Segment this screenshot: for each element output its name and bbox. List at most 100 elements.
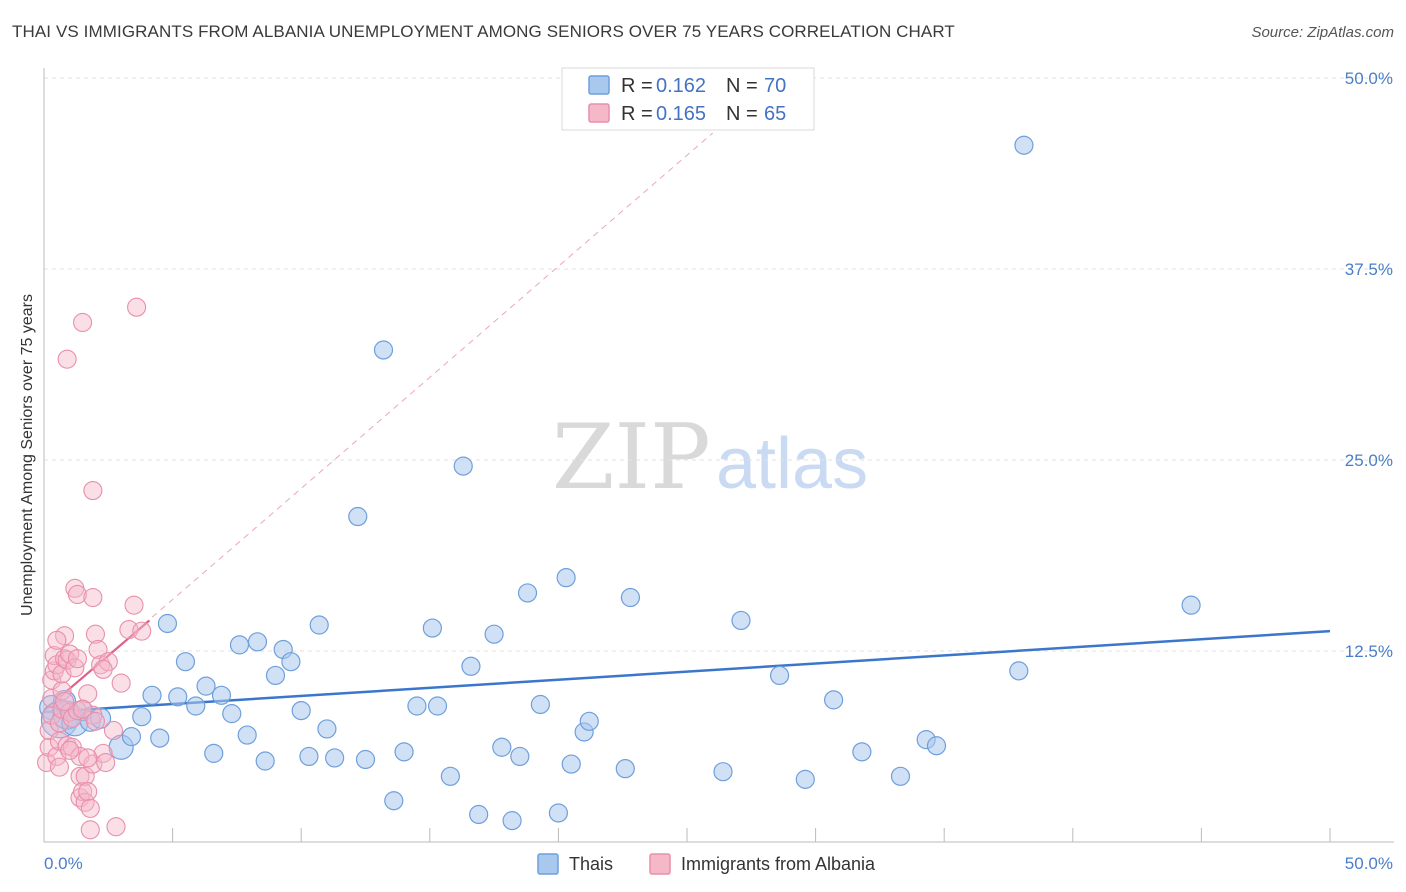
chart-title: THAI VS IMMIGRANTS FROM ALBANIA UNEMPLOY… (12, 22, 955, 41)
x-tick-label-0: 0.0% (44, 854, 83, 873)
thais-point-28 (291, 700, 311, 721)
thais-point-59 (731, 610, 751, 631)
albania-point-39 (83, 587, 103, 608)
bottom-legend: Thais Immigrants from Albania (537, 853, 876, 875)
legend-n-label-1: N = (726, 75, 758, 97)
thais-point-39 (422, 618, 442, 638)
thais-point-9 (121, 726, 142, 747)
thais-point-40 (427, 696, 448, 716)
thais-point-16 (186, 696, 206, 716)
thais-point-63 (852, 742, 872, 762)
watermark: ZIP atlas (552, 405, 868, 510)
albania-point-61 (55, 691, 75, 711)
albania-point-63 (47, 630, 67, 650)
thais-point-29 (299, 746, 319, 767)
albania-point-56 (60, 740, 80, 760)
thais-point-42 (453, 456, 473, 476)
bottom-legend-albania: Immigrants from Albania (681, 854, 876, 874)
thais-point-43 (461, 656, 481, 676)
legend-swatch-thais (588, 75, 610, 95)
albania-point-53 (127, 297, 147, 317)
albania-point-35 (78, 684, 98, 704)
albania-point-0 (37, 752, 57, 773)
thais-point-30 (309, 615, 329, 635)
albania-point-44 (88, 639, 108, 660)
albania-point-52 (124, 595, 144, 615)
thais-point-20 (222, 704, 242, 724)
albania-point-36 (80, 798, 100, 818)
thais-point-68 (1014, 135, 1034, 155)
thais-point-10 (132, 707, 152, 727)
thais-point-69 (1181, 595, 1201, 615)
thais-point-61 (795, 769, 815, 789)
thais-point-37 (394, 742, 414, 762)
tick-labels: 12.5% 25.0% 37.5% 50.0% 0.0% 50.0% (44, 69, 1393, 873)
thais-point-55 (579, 711, 599, 731)
albania-point-57 (85, 711, 105, 731)
thais-point-14 (168, 687, 188, 707)
albania-point-59 (49, 757, 69, 777)
albania-point-34 (78, 782, 98, 802)
thais-point-45 (484, 624, 504, 644)
albania-point-47 (96, 752, 116, 773)
albania-point-26 (67, 584, 87, 605)
thais-point-35 (373, 340, 394, 360)
thais-point-62 (824, 690, 844, 710)
thais-trend-line (43, 629, 1331, 714)
thais-points (39, 135, 1201, 831)
legend-n-value-2: 65 (764, 103, 786, 125)
watermark-atlas: atlas (716, 424, 868, 504)
gridlines (44, 77, 1394, 652)
legend-r-value-2: 0.165 (656, 103, 706, 125)
thais-point-36 (384, 791, 404, 811)
thais-point-15 (175, 652, 196, 672)
thais-point-44 (469, 804, 489, 825)
albania-point-54 (132, 621, 152, 641)
albania-point-55 (73, 699, 93, 719)
thais-point-34 (355, 749, 376, 770)
thais-point-38 (407, 696, 427, 716)
thais-point-49 (517, 583, 538, 603)
thais-point-12 (150, 728, 170, 748)
thais-point-64 (890, 766, 911, 786)
thais-point-19 (211, 685, 232, 705)
legend-n-value-1: 70 (764, 75, 786, 97)
legend-n-label-2: N = (726, 103, 758, 125)
x-tick-label-1: 50.0% (1345, 854, 1393, 873)
thais-point-52 (556, 568, 576, 588)
legend-swatch-albania (588, 103, 610, 123)
thais-point-57 (620, 587, 641, 608)
thais-point-41 (440, 766, 460, 786)
thais-point-17 (196, 676, 216, 696)
albania-point-30 (73, 312, 93, 333)
thais-point-31 (317, 719, 337, 739)
thais-point-48 (510, 746, 530, 767)
albania-point-28 (70, 766, 90, 786)
thais-point-21 (229, 635, 250, 655)
albania-point-60 (78, 748, 98, 768)
bottom-legend-swatch-albania (649, 853, 671, 875)
bottom-legend-swatch-thais (537, 853, 559, 875)
legend-r-label-2: R = (621, 103, 653, 125)
thais-point-67 (1009, 661, 1029, 681)
thais-point-13 (157, 613, 178, 634)
albania-point-62 (67, 649, 87, 669)
albania-points (37, 297, 152, 840)
thais-point-33 (348, 506, 368, 527)
thais-point-46 (492, 737, 512, 757)
albania-point-58 (93, 659, 113, 679)
albania-point-50 (111, 673, 131, 693)
albania-point-37 (80, 820, 100, 840)
thais-point-18 (204, 743, 224, 763)
thais-point-25 (265, 665, 286, 686)
thais-point-11 (142, 685, 162, 705)
watermark-zip: ZIP (552, 405, 711, 510)
thais-point-22 (237, 725, 257, 745)
thais-point-32 (325, 748, 345, 768)
albania-point-19 (57, 349, 77, 369)
albania-point-38 (83, 481, 103, 501)
thais-point-50 (530, 694, 550, 715)
legend-r-label-1: R = (621, 75, 653, 97)
y-tick-label-2: 37.5% (1345, 260, 1393, 279)
